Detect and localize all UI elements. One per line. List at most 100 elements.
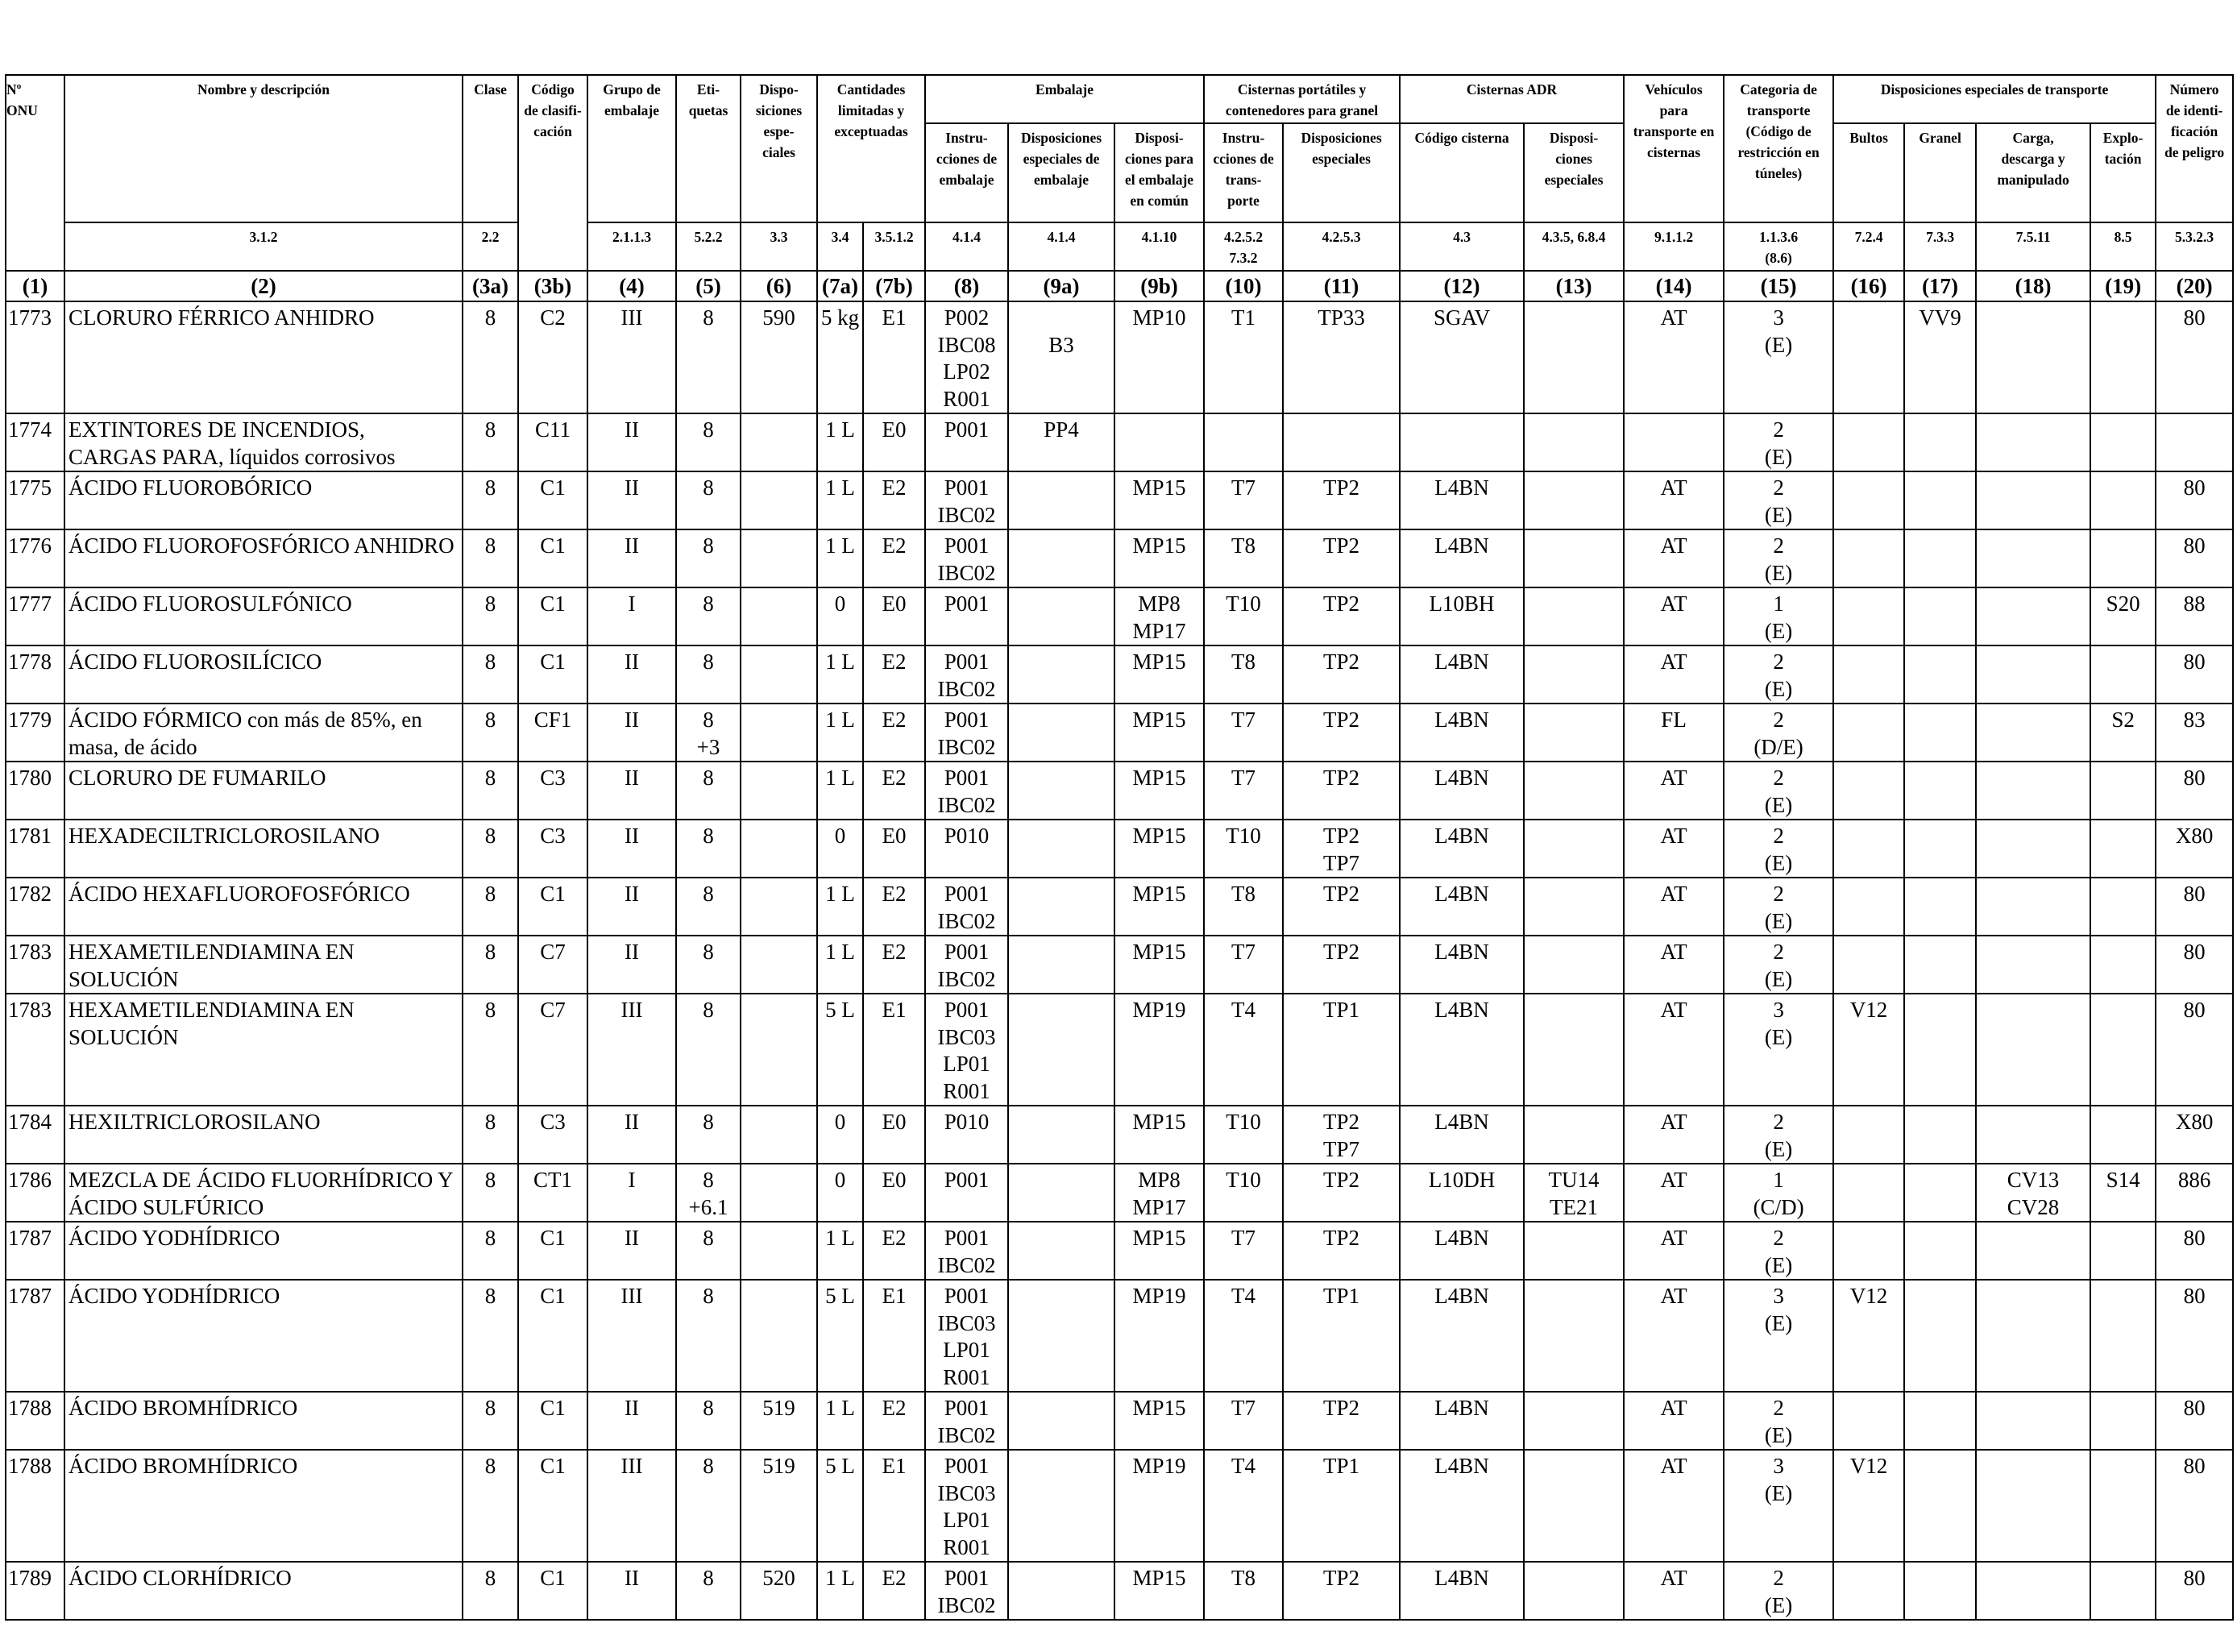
header-disp-transp: Disposiciones especiales de transporte — [1832, 74, 2157, 124]
cell-un: 1779 — [5, 703, 65, 762]
cell-cant-exc: E0 — [861, 413, 927, 472]
cell-carga — [1975, 587, 2092, 646]
cell-grupo: II — [587, 761, 677, 820]
cell-num-peligro: 886 — [2155, 1163, 2235, 1222]
cell-disp-esp: 519 — [740, 1449, 818, 1563]
column-code-cod-cisterna: (12) — [1399, 270, 1525, 302]
cell-cist-disp: TP33 — [1282, 301, 1401, 414]
cell-vehiculos: AT — [1623, 993, 1725, 1106]
cell-cist-instr: T8 — [1203, 529, 1285, 588]
cell-disp-esp — [740, 761, 818, 820]
cell-cist-instr: T1 — [1203, 301, 1285, 414]
cell-codigo: CT1 — [517, 1163, 588, 1222]
cell-etiquetas: 8 — [675, 1105, 741, 1164]
cell-disp-esp — [740, 1221, 818, 1281]
cell-vehiculos: FL — [1623, 703, 1725, 762]
cell-name: ÁCIDO BROMHÍDRICO — [64, 1391, 463, 1451]
cell-cist-disp: TP2 — [1282, 1391, 1401, 1451]
cell-bultos: V12 — [1832, 1279, 1906, 1393]
header-cist-instr: Instru- cciones de trans- porte — [1203, 122, 1285, 223]
cell-carga — [1975, 1449, 2092, 1563]
cell-cist-disp — [1282, 413, 1401, 472]
ref-etiquetas: 5.2.2 — [675, 222, 741, 272]
cell-codigo: C3 — [517, 761, 588, 820]
cell-carga — [1975, 529, 2092, 588]
table-row: 1782 ÁCIDO HEXAFLUOROFOSFÓRICO 8 C1 II 8 1 L E2… — [5, 877, 2235, 936]
cell-categoria: 2 (E) — [1723, 1221, 1835, 1281]
cell-categoria: 2 (E) — [1723, 877, 1835, 936]
cell-disp-comun: MP19 — [1114, 993, 1206, 1106]
cell-cant-exc: E1 — [861, 1279, 927, 1393]
cell-instr: P010 — [924, 1105, 1010, 1164]
cell-name: ÁCIDO FLUOROBÓRICO — [64, 471, 463, 530]
cell-granel — [1903, 819, 1978, 878]
ref-vehiculos: 9.1.1.2 — [1623, 222, 1725, 272]
cell-etiquetas: 8 — [675, 819, 741, 878]
header-name: Nombre y descripción — [64, 74, 463, 223]
table-row: 1788 ÁCIDO BROMHÍDRICO 8 C1 III 8 519 5 L E1 P001… — [5, 1449, 2235, 1563]
cell-grupo: II — [587, 877, 677, 936]
header-cod-cisterna: Código cisterna — [1399, 122, 1525, 223]
cell-cist-instr: T8 — [1203, 877, 1285, 936]
cell-grupo: II — [587, 413, 677, 472]
cell-cist-disp: TP2 — [1282, 1163, 1401, 1222]
cell-carga — [1975, 645, 2092, 704]
cell-num-peligro: X80 — [2155, 1105, 2235, 1164]
cell-grupo: I — [587, 587, 677, 646]
cell-cant-exc: E2 — [861, 1391, 927, 1451]
cell-un: 1780 — [5, 761, 65, 820]
cell-clase: 8 — [462, 1221, 519, 1281]
ref-cist-instr: 4.2.5.2 7.3.2 — [1203, 222, 1285, 272]
cell-vehiculos: AT — [1623, 935, 1725, 994]
ref-cist-disp: 4.2.5.3 — [1282, 222, 1401, 272]
cell-cant-exc: E1 — [861, 993, 927, 1106]
header-codigo: Código de clasifi- cación — [517, 74, 588, 272]
cell-clase: 8 — [462, 1391, 519, 1451]
cell-disp-emb: B3 — [1007, 301, 1116, 414]
cell-vehiculos: AT — [1623, 761, 1725, 820]
header-cist-disp: Disposiciones especiales — [1282, 122, 1401, 223]
cell-bultos — [1832, 703, 1906, 762]
ref-explotacion: 8.5 — [2090, 222, 2157, 272]
cell-un: 1787 — [5, 1279, 65, 1393]
cell-bultos — [1832, 471, 1906, 530]
cell-codigo: C1 — [517, 1221, 588, 1281]
cell-bultos — [1832, 1561, 1906, 1621]
cell-bultos — [1832, 529, 1906, 588]
table-row: 1776 ÁCIDO FLUOROFOSFÓRICO ANHIDRO 8 C1 II 8 1… — [5, 529, 2235, 588]
cell-carga — [1975, 819, 2092, 878]
cell-cod-cisterna: L10DH — [1399, 1163, 1525, 1222]
ref-clase: 2.2 — [462, 222, 519, 272]
cell-un: 1783 — [5, 935, 65, 994]
cell-vehiculos: AT — [1623, 529, 1725, 588]
cell-cist-adr-disp — [1523, 1221, 1625, 1281]
cell-grupo: III — [587, 301, 677, 414]
cell-disp-emb — [1007, 1449, 1116, 1563]
cell-cant-exc: E2 — [861, 645, 927, 704]
cell-instr: P001 IBC02 — [924, 471, 1010, 530]
cell-instr: P001 IBC02 — [924, 645, 1010, 704]
cell-un: 1774 — [5, 413, 65, 472]
cell-instr: P001 IBC02 — [924, 703, 1010, 762]
cell-num-peligro: 80 — [2155, 877, 2235, 936]
cell-disp-comun: MP15 — [1114, 471, 1206, 530]
cell-cist-instr — [1203, 413, 1285, 472]
cell-num-peligro: 80 — [2155, 1449, 2235, 1563]
cell-carga — [1975, 471, 2092, 530]
column-code-categoria: (15) — [1723, 270, 1835, 302]
cell-disp-esp — [740, 935, 818, 994]
cell-disp-emb — [1007, 471, 1116, 530]
cell-etiquetas: 8 — [675, 877, 741, 936]
cell-explotacion: S2 — [2090, 703, 2157, 762]
cell-etiquetas: 8 — [675, 993, 741, 1106]
cell-cant-exc: E2 — [861, 1561, 927, 1621]
cell-cist-instr: T7 — [1203, 1391, 1285, 1451]
cell-vehiculos: AT — [1623, 1449, 1725, 1563]
table-row: 1789 ÁCIDO CLORHÍDRICO 8 C1 II 8 520 1 L E2 P001 … — [5, 1561, 2235, 1621]
cell-un: 1786 — [5, 1163, 65, 1222]
cell-categoria: 2 (E) — [1723, 1561, 1835, 1621]
cell-disp-esp — [740, 1105, 818, 1164]
ref-grupo: 2.1.1.3 — [587, 222, 677, 272]
cell-categoria: 1 (E) — [1723, 587, 1835, 646]
ref-granel: 7.3.3 — [1903, 222, 1978, 272]
